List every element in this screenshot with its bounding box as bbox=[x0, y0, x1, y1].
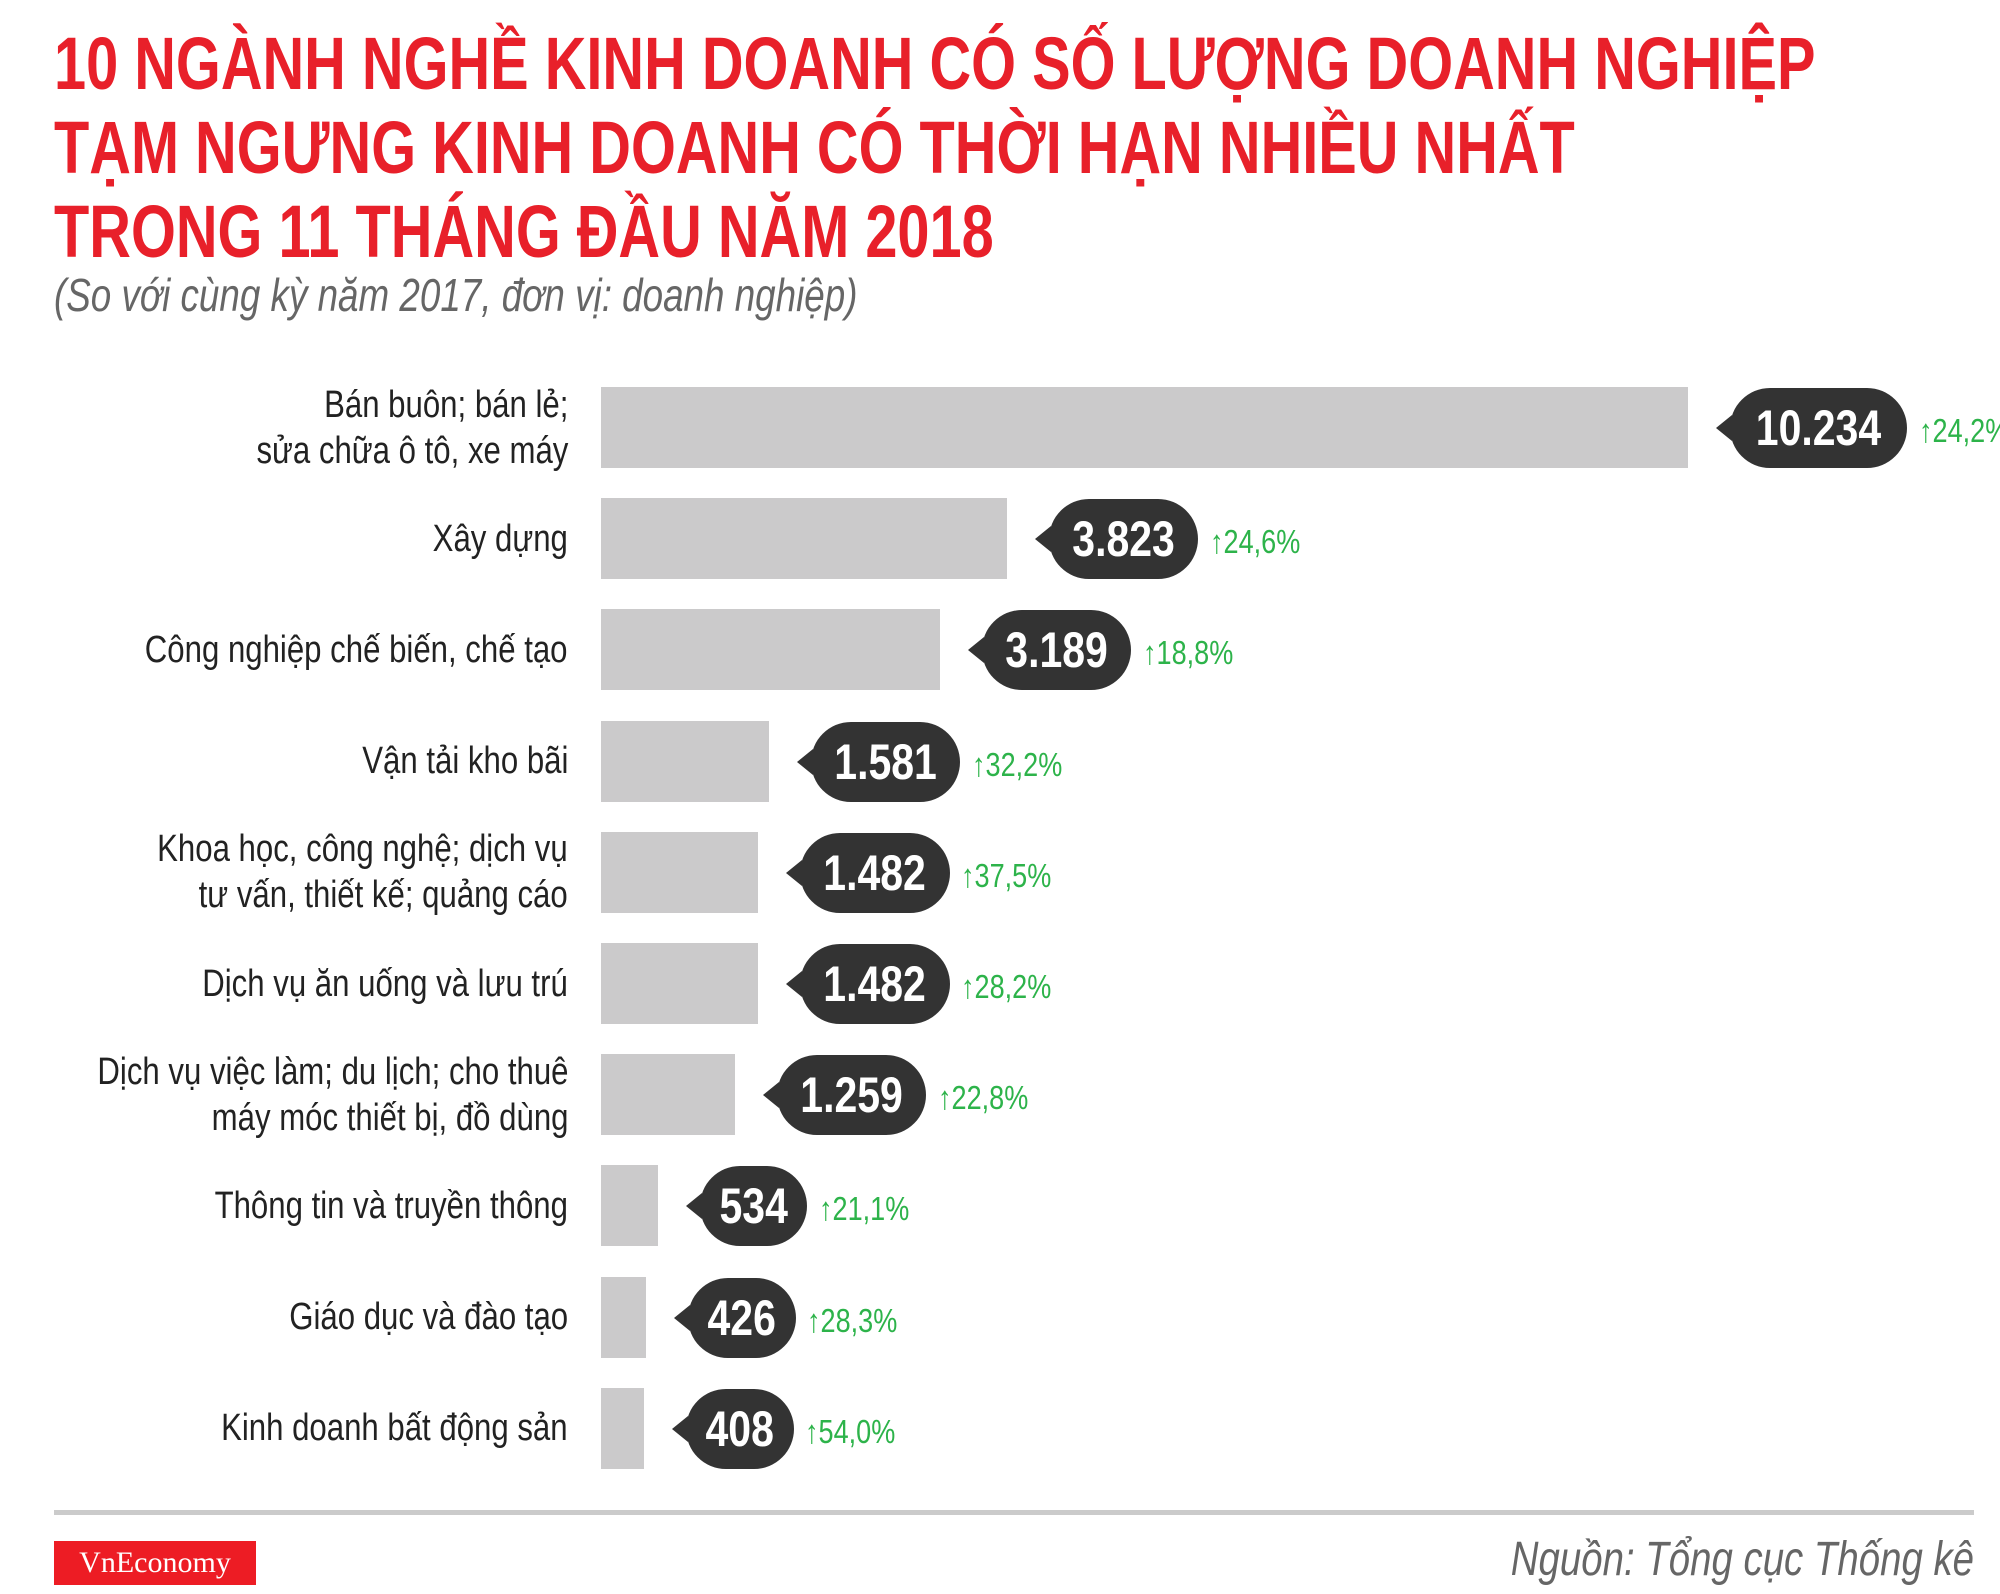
value-label: 3.823 bbox=[1035, 499, 1199, 580]
change-label: ↑37,5% bbox=[961, 856, 1052, 894]
vneconomy-logo: VnEconomy bbox=[54, 1541, 256, 1585]
title-line-1: 10 NGÀNH NGHỀ KINH DOANH CÓ SỐ LƯỢNG DOA… bbox=[54, 22, 1816, 105]
arrow-up-icon: ↑ bbox=[819, 1190, 833, 1228]
bar bbox=[601, 1165, 658, 1247]
change-label: ↑28,2% bbox=[961, 968, 1052, 1005]
category-label: Khoa học, công nghệ; dịch vụ tư vấn, thiế… bbox=[157, 828, 569, 917]
value-label: 1.482 bbox=[786, 832, 950, 913]
arrow-up-icon: ↑ bbox=[961, 968, 975, 1005]
value-label: 534 bbox=[685, 1166, 808, 1247]
chart-title: 10 NGÀNH NGHỀ KINH DOANH CÓ SỐ LƯỢNG DOA… bbox=[54, 22, 1816, 274]
bar bbox=[601, 831, 759, 913]
bar bbox=[601, 1276, 647, 1358]
category-label: Công nghiệp chế biến, chế tạo bbox=[145, 628, 568, 671]
arrow-up-icon: ↑ bbox=[1143, 634, 1157, 672]
category-label: Xây dựng bbox=[432, 517, 568, 560]
bar bbox=[601, 943, 759, 1024]
arrow-up-icon: ↑ bbox=[972, 745, 986, 783]
arrow-up-icon: ↑ bbox=[961, 856, 975, 894]
value-label: 1.482 bbox=[786, 944, 950, 1024]
title-line-2: TẠM NGƯNG KINH DOANH CÓ THỜI HẠN NHIỀU N… bbox=[54, 106, 1575, 189]
category-label: Thông tin và truyền thông bbox=[214, 1184, 568, 1227]
value-label: 3.189 bbox=[967, 610, 1131, 691]
change-label: ↑28,3% bbox=[807, 1301, 898, 1339]
change-label: ↑22,8% bbox=[938, 1079, 1029, 1117]
category-label: Bán buôn; bán lẻ; sửa chữa ô tô, xe máy bbox=[256, 383, 568, 472]
value-label: 408 bbox=[672, 1388, 794, 1469]
chart-subtitle: (So với cùng kỳ năm 2017, đơn vị: doanh … bbox=[54, 269, 858, 321]
arrow-up-icon: ↑ bbox=[805, 1412, 819, 1450]
bar bbox=[601, 609, 940, 691]
category-label: Giáo dục và đào tạo bbox=[289, 1296, 568, 1339]
footer-divider bbox=[54, 1510, 1974, 1515]
category-label: Vận tải kho bãi bbox=[361, 740, 568, 783]
value-label: 426 bbox=[674, 1277, 796, 1358]
source-note: Nguồn: Tổng cục Thống kê bbox=[1510, 1533, 1974, 1586]
category-label: Dịch vụ việc làm; du lịch; cho thuê máy m… bbox=[96, 1050, 568, 1139]
bar bbox=[601, 720, 769, 802]
change-label: ↑18,8% bbox=[1143, 634, 1234, 672]
bar bbox=[601, 387, 1688, 468]
title-line-3: TRONG 11 THÁNG ĐẦU NĂM 2018 bbox=[54, 190, 994, 273]
category-label: Dịch vụ ăn uống và lưu trú bbox=[202, 962, 568, 1005]
value-label: 1.259 bbox=[762, 1055, 926, 1136]
value-label: 10.234 bbox=[1716, 388, 1907, 468]
arrow-up-icon: ↑ bbox=[1919, 412, 1933, 449]
bar bbox=[601, 498, 1008, 580]
bar bbox=[601, 1054, 735, 1136]
change-label: ↑24,2% bbox=[1919, 412, 2000, 449]
arrow-up-icon: ↑ bbox=[807, 1301, 821, 1339]
change-label: ↑21,1% bbox=[819, 1190, 910, 1228]
change-label: ↑24,6% bbox=[1210, 523, 1301, 561]
bar-chart: Bán buôn; bán lẻ; sửa chữa ô tô, xe máy 10… bbox=[96, 383, 2000, 1469]
arrow-up-icon: ↑ bbox=[1210, 523, 1224, 561]
change-label: ↑54,0% bbox=[805, 1412, 896, 1450]
bar bbox=[601, 1387, 645, 1469]
category-label: Kinh doanh bất động sản bbox=[221, 1407, 568, 1450]
change-label: ↑32,2% bbox=[972, 745, 1063, 783]
arrow-up-icon: ↑ bbox=[938, 1079, 952, 1117]
value-label: 1.581 bbox=[796, 721, 961, 802]
